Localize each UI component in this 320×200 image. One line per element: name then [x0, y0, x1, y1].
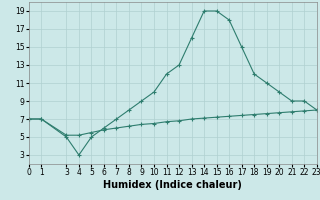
- X-axis label: Humidex (Indice chaleur): Humidex (Indice chaleur): [103, 180, 242, 190]
